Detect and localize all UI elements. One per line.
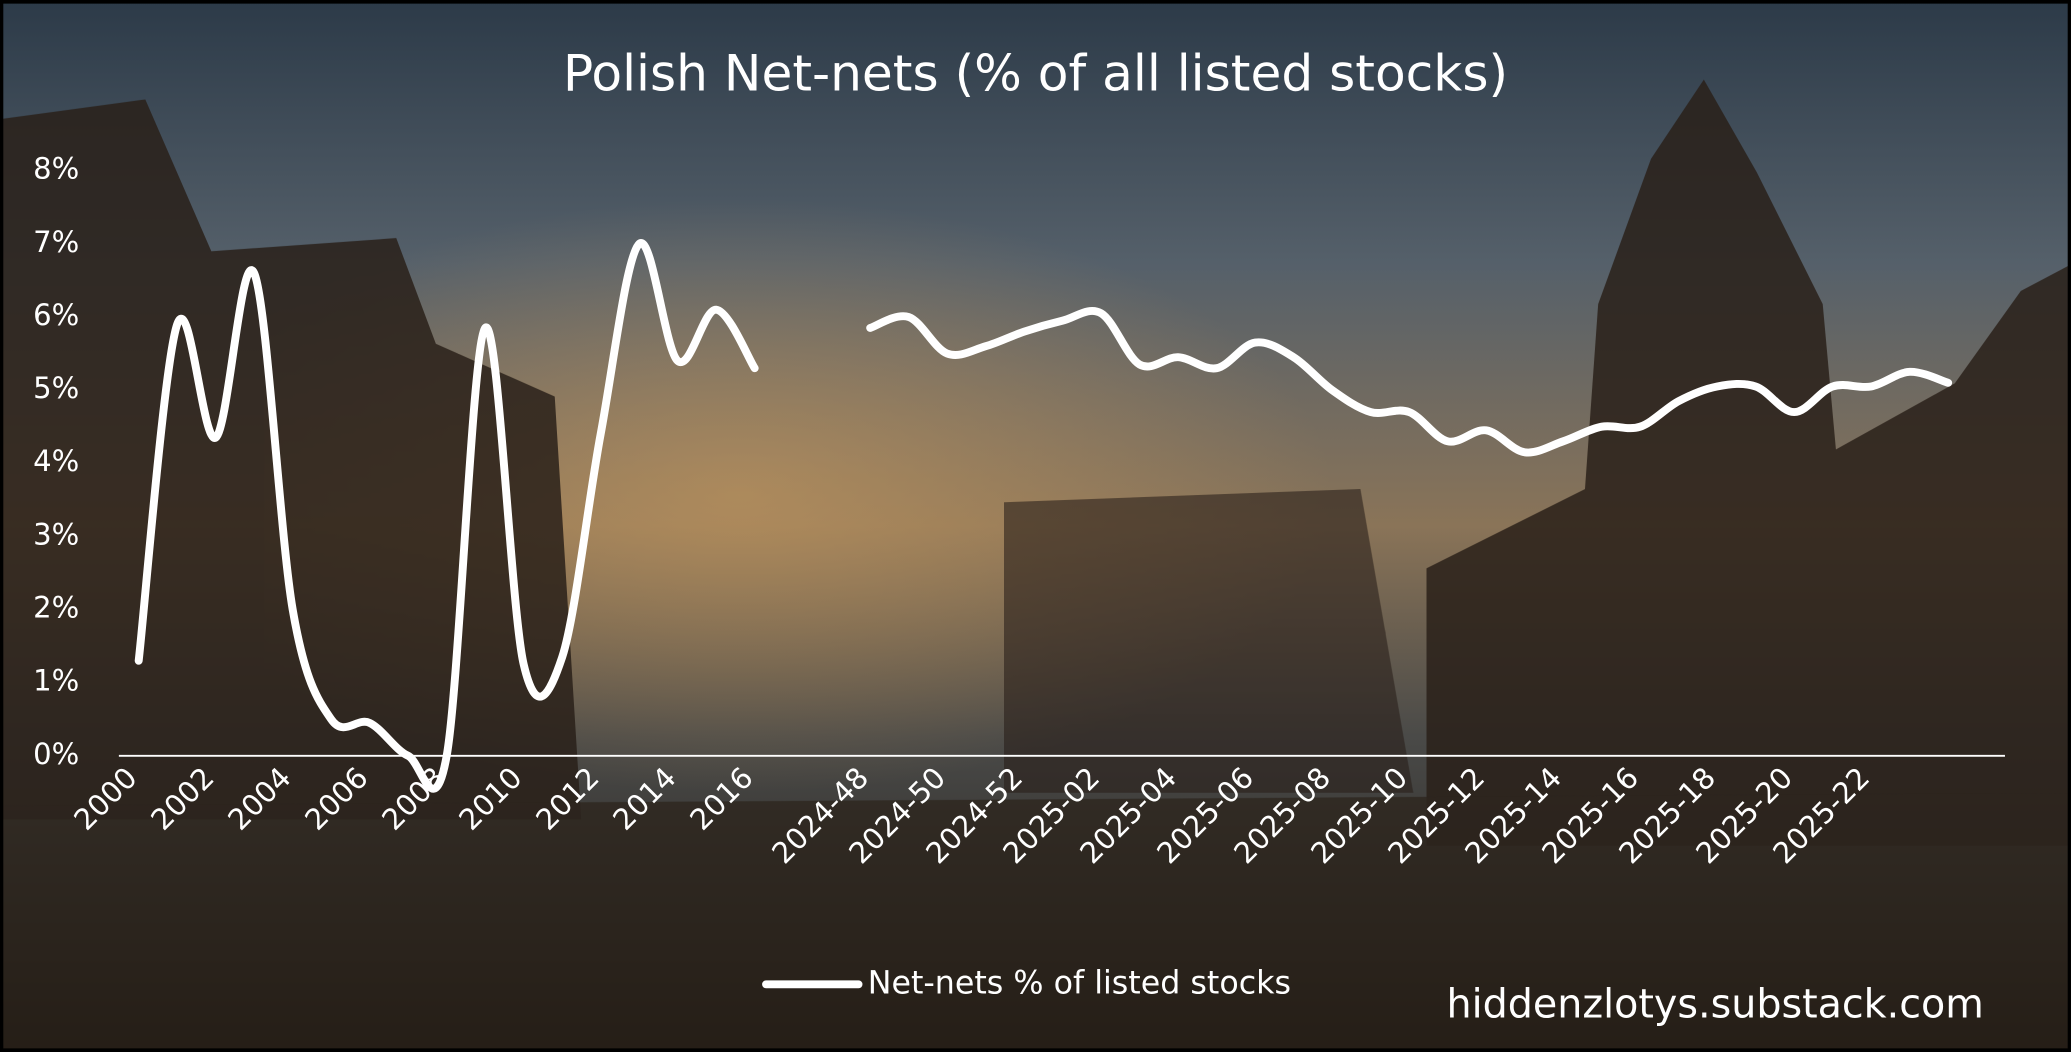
- y-tick-label: 0%: [33, 737, 79, 771]
- annotation: hiddenzlotys.substack.com: [1446, 981, 1983, 1027]
- y-tick-label: 4%: [33, 444, 79, 478]
- y-tick-label: 2%: [33, 591, 79, 625]
- legend-label: Net-nets % of listed stocks: [868, 965, 1291, 1001]
- chart-title: Polish Net-nets (% of all listed stocks): [563, 43, 1508, 102]
- y-tick-label: 3%: [33, 517, 79, 551]
- y-tick-label: 8%: [33, 152, 79, 186]
- y-tick-label: 7%: [33, 225, 79, 259]
- background-buildings: [0, 79, 2071, 1052]
- y-tick-label: 1%: [33, 664, 79, 698]
- y-tick-label: 5%: [33, 371, 79, 405]
- y-tick-label: 6%: [33, 298, 79, 332]
- line-series: [134, 239, 1953, 793]
